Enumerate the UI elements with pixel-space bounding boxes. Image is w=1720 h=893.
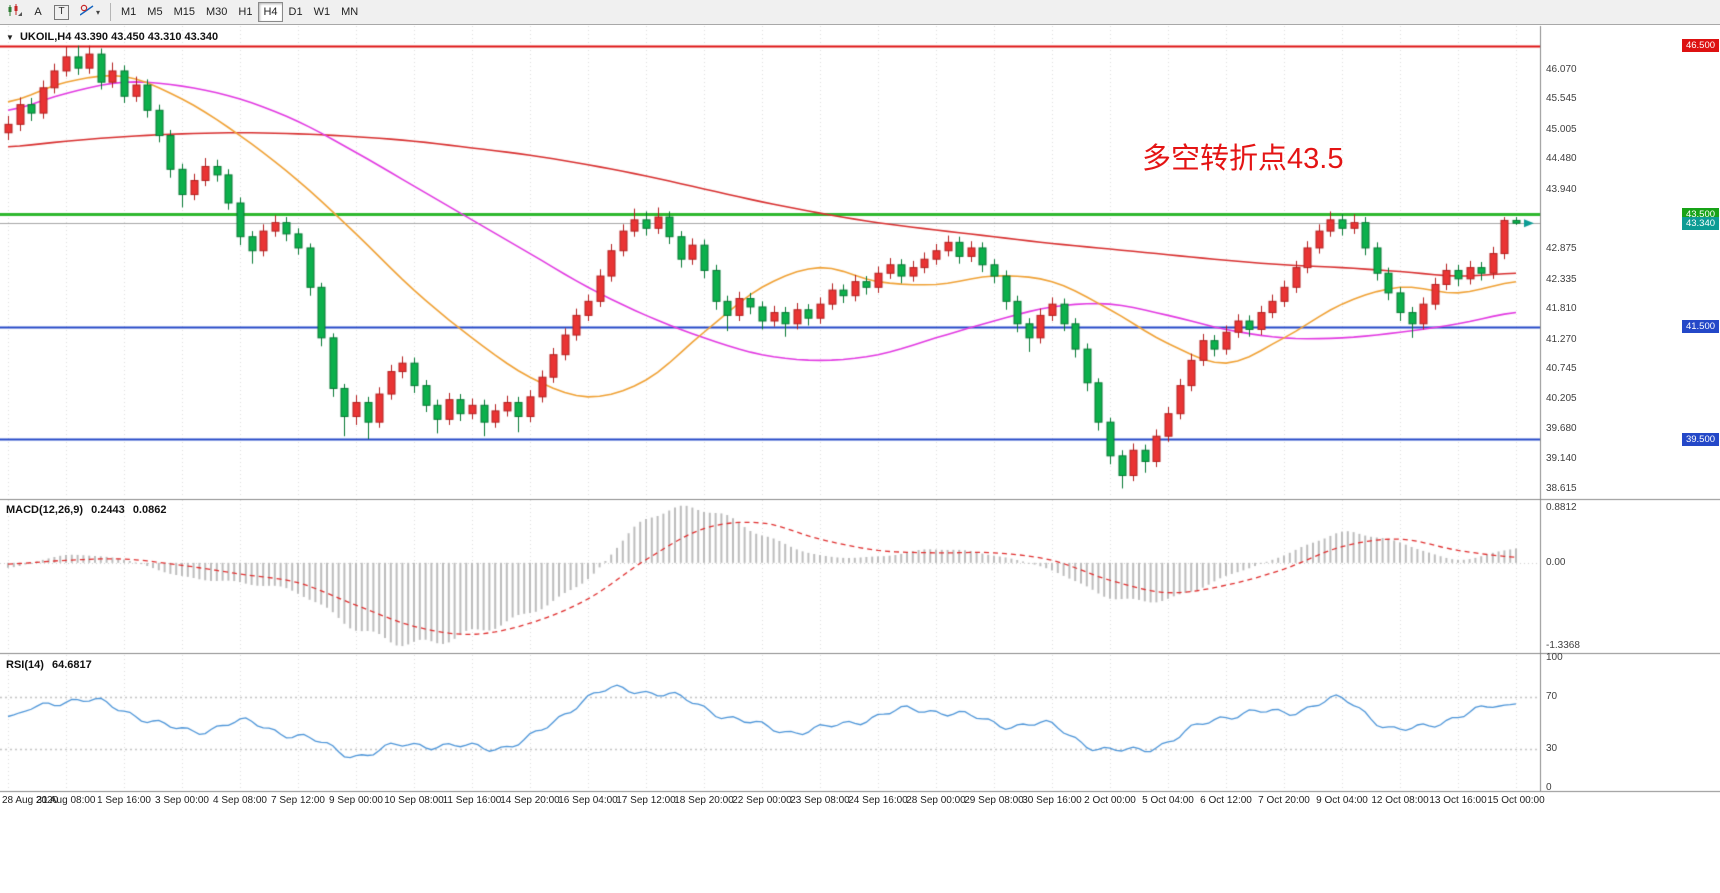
time-axis-label: 30 Sep 16:00 (1022, 795, 1082, 806)
price-axis-label: 45.005 (1546, 123, 1577, 135)
price-axis-label: 40.745 (1546, 363, 1577, 375)
shapes-icon (79, 4, 94, 20)
price-axis-label: 41.270 (1546, 333, 1577, 345)
timeframe-button-h1[interactable]: H1 (233, 2, 257, 22)
price-axis-label: 44.480 (1546, 153, 1577, 165)
timeframe-button-m15[interactable]: M15 (169, 2, 200, 22)
time-axis-label: 28 Aug 2020 (2, 795, 59, 806)
price-line-tag: 43.340 (1682, 216, 1719, 230)
timeframe-button-mn[interactable]: MN (336, 2, 363, 22)
symbol-title: ▼ UKOIL,H4 43.390 43.450 43.310 43.340 (6, 31, 218, 43)
time-axis-label: 17 Sep 12:00 (616, 795, 676, 806)
timeframe-button-group: M1 M5 M15 M30 H1 H4 D1 W1 MN (116, 2, 363, 22)
chart-mode-button[interactable] (2, 2, 27, 22)
toolbar: A T ▾ M1 M5 M15 M30 H1 H4 D1 W1 MN (0, 0, 1720, 25)
price-axis-label: 39.680 (1546, 422, 1577, 434)
dropdown-marker-icon: ▼ (6, 33, 14, 42)
time-axis-label: 31 Aug 08:00 (36, 795, 96, 806)
time-axis-label: 29 Sep 08:00 (964, 795, 1024, 806)
chart-text-annotation[interactable]: 多空转折点43.5 (1142, 143, 1344, 175)
time-axis-label: 9 Oct 04:00 (1316, 795, 1368, 806)
macd-signal-value: 0.0862 (132, 504, 167, 516)
text-t-icon: T (54, 4, 69, 20)
price-axis-label: 41.810 (1546, 303, 1577, 315)
price-axis-label: 42.875 (1546, 243, 1577, 255)
annotation-a-button[interactable]: A (28, 2, 48, 22)
macd-main-value: 0.2443 (91, 504, 125, 516)
time-axis-label: 22 Sep 00:00 (732, 795, 792, 806)
time-axis-label: 10 Sep 08:00 (384, 795, 444, 806)
price-axis-label: 40.205 (1546, 393, 1577, 405)
rsi-name: RSI(14) (6, 659, 44, 671)
macd-axis-label: 0.8812 (1546, 502, 1577, 513)
text-tool-button[interactable]: T (49, 2, 74, 22)
rsi-value: 64.6817 (51, 659, 92, 671)
price-axis-label: 39.140 (1546, 453, 1577, 465)
chevron-down-icon: ▾ (96, 7, 101, 17)
symbol-name: UKOIL,H4 (19, 31, 72, 43)
price-chart-canvas[interactable] (0, 0, 1720, 816)
time-axis-label: 2 Oct 00:00 (1084, 795, 1136, 806)
time-axis-label: 1 Sep 16:00 (97, 795, 151, 806)
time-axis-label: 7 Oct 20:00 (1258, 795, 1310, 806)
macd-axis-label: -1.3368 (1546, 640, 1580, 651)
price-line-tag: 39.500 (1682, 432, 1719, 446)
toolbar-separator (110, 3, 112, 21)
time-axis-label: 11 Sep 16:00 (442, 795, 502, 806)
rsi-axis-label: 30 (1546, 743, 1558, 754)
time-axis-label: 7 Sep 12:00 (271, 795, 325, 806)
time-axis-label: 18 Sep 20:00 (674, 795, 734, 806)
time-axis-label: 6 Oct 12:00 (1200, 795, 1252, 806)
time-axis-label: 28 Sep 00:00 (906, 795, 966, 806)
time-axis-label: 14 Sep 20:00 (500, 795, 560, 806)
time-axis-label: 15 Oct 00:00 (1487, 795, 1545, 806)
timeframe-button-m30[interactable]: M30 (201, 2, 232, 22)
timeframe-button-m5[interactable]: M5 (142, 2, 167, 22)
rsi-indicator-label: RSI(14) 64.6817 (6, 659, 97, 671)
price-line-tag: 46.500 (1682, 39, 1719, 53)
rsi-axis-label: 100 (1546, 652, 1563, 663)
objects-dropdown-button[interactable]: ▾ (75, 2, 105, 22)
time-axis-label: 4 Sep 08:00 (213, 795, 267, 806)
macd-axis-label: 0.00 (1546, 556, 1566, 568)
time-axis-label: 24 Sep 16:00 (848, 795, 908, 806)
timeframe-button-h4[interactable]: H4 (258, 2, 283, 22)
time-axis-label: 13 Oct 16:00 (1429, 795, 1487, 806)
timeframe-button-m1[interactable]: M1 (116, 2, 141, 22)
rsi-axis-label: 0 (1546, 782, 1552, 793)
time-axis-label: 9 Sep 00:00 (329, 795, 383, 806)
timeframe-button-d1[interactable]: D1 (284, 2, 308, 22)
time-axis-label: 12 Oct 08:00 (1371, 795, 1429, 806)
candlestick-chart-icon (7, 4, 22, 20)
time-axis-label: 23 Sep 08:00 (790, 795, 850, 806)
macd-indicator-label: MACD(12,26,9) 0.2443 0.0862 (6, 504, 171, 516)
macd-name: MACD(12,26,9) (6, 504, 84, 516)
price-axis-label: 46.070 (1546, 63, 1577, 75)
price-axis-label: 43.940 (1546, 183, 1577, 195)
time-axis-label: 3 Sep 00:00 (155, 795, 209, 806)
time-axis-label: 5 Oct 04:00 (1142, 795, 1194, 806)
ohlc-values: 43.390 43.450 43.310 43.340 (74, 31, 219, 43)
price-axis-label: 42.335 (1546, 273, 1577, 285)
price-axis-label: 45.545 (1546, 93, 1577, 105)
price-line-tag: 41.500 (1682, 320, 1719, 334)
timeframe-button-w1[interactable]: W1 (309, 2, 336, 22)
rsi-axis-label: 70 (1546, 691, 1558, 702)
price-axis-label: 38.615 (1546, 482, 1577, 494)
time-axis-label: 16 Sep 04:00 (558, 795, 618, 806)
